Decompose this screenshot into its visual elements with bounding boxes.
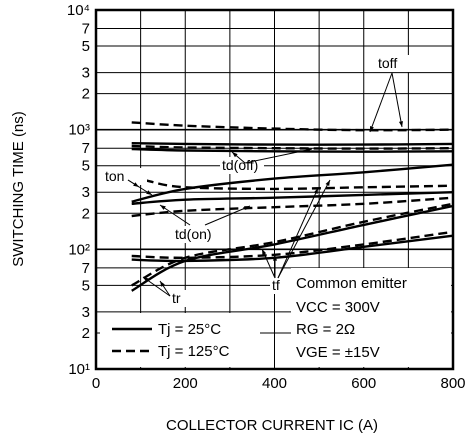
- series-tf-125: [131, 230, 454, 260]
- series-layer: [131, 121, 454, 292]
- label-bg: [170, 290, 214, 307]
- y-tick-label: 7: [82, 260, 90, 277]
- y-tick-label: 5: [82, 158, 90, 175]
- x-axis-label: COLLECTOR CURRENT IC (A): [166, 417, 378, 434]
- leader-line: [277, 179, 331, 279]
- curve-label: td(on): [175, 226, 212, 242]
- leader-line: [277, 187, 319, 279]
- arrow-head: [143, 277, 149, 282]
- arrow-head: [272, 255, 278, 261]
- curve-label: ton: [105, 168, 124, 184]
- series-ton-25: [131, 163, 454, 203]
- arrow-head: [146, 190, 152, 195]
- legend-box: [100, 313, 260, 367]
- leader-line: [244, 148, 313, 164]
- y-tick-label: 10³: [68, 122, 90, 139]
- conditions-box: [291, 268, 451, 367]
- curve-label: toff: [378, 55, 397, 71]
- arrow-head: [306, 148, 312, 153]
- x-tick-label: 800: [440, 375, 465, 392]
- y-tick-label: 10²: [68, 241, 90, 258]
- series-tdon-25: [131, 191, 454, 205]
- x-tick-label: 0: [92, 375, 100, 392]
- legend-label: Tj = 25°C: [158, 321, 221, 338]
- arrow-head: [325, 180, 330, 186]
- label-bg: [173, 226, 217, 243]
- arrow-head: [262, 249, 267, 255]
- x-tick-label: 600: [351, 375, 376, 392]
- series-toff-25: [131, 142, 454, 146]
- label-bg: [376, 55, 420, 72]
- y-tick-label: 10¹: [68, 361, 90, 378]
- arrow-head: [313, 188, 318, 194]
- series-tdoff-25: [131, 147, 454, 153]
- conditions-layer: Common emitter VCC = 300V RG = 2Ω VGE = ±15…: [296, 275, 407, 361]
- y-tick-label: 7: [82, 140, 90, 157]
- y-tick-label: 2: [82, 86, 90, 103]
- label-bg: [103, 168, 147, 185]
- x-tick-label: 200: [173, 375, 198, 392]
- curve-label: tf: [272, 277, 280, 293]
- condition-text: RG = 2Ω: [296, 321, 355, 338]
- y-tick-label: 2: [82, 205, 90, 222]
- arrow-head: [370, 126, 374, 132]
- y-tick-label: 3: [82, 304, 90, 321]
- y-tick-label: 7: [82, 21, 90, 38]
- leader-line: [391, 72, 403, 128]
- curve-label: td(off): [222, 157, 258, 173]
- y-tick-label: 3: [82, 65, 90, 82]
- arrow-head: [160, 205, 166, 210]
- condition-text: Common emitter: [296, 275, 407, 292]
- series-tr-25: [131, 204, 454, 292]
- leader-line: [369, 72, 393, 133]
- y-tick-label: 5: [82, 38, 90, 55]
- series-tdon-125: [131, 196, 454, 218]
- plot-frame: [94, 8, 455, 371]
- leader-line: [159, 204, 191, 226]
- legend-label: Tj = 125°C: [158, 343, 230, 360]
- series-ton-125: [131, 173, 454, 191]
- arrow-head: [398, 121, 403, 127]
- leader-line: [204, 205, 251, 226]
- y-tick-label: 3: [82, 184, 90, 201]
- y-tick-label: 5: [82, 277, 90, 294]
- condition-text: VCC = 300V: [296, 299, 380, 316]
- arrow-head: [244, 206, 250, 211]
- y-axis-label: SWITCHING TIME (ns): [10, 111, 27, 267]
- x-tick-label: 400: [262, 375, 287, 392]
- y-tick-label: 2: [82, 325, 90, 342]
- curve-label: tr: [172, 290, 181, 306]
- series-toff-125: [131, 121, 454, 132]
- legend-layer: Tj = 25°C Tj = 125°C: [112, 321, 230, 360]
- series-tdoff-125: [131, 144, 454, 150]
- arrow-head: [160, 281, 165, 287]
- arrow-head: [232, 152, 238, 158]
- y-tick-label: 10⁴: [67, 2, 90, 19]
- condition-text: VGE = ±15V: [296, 344, 380, 361]
